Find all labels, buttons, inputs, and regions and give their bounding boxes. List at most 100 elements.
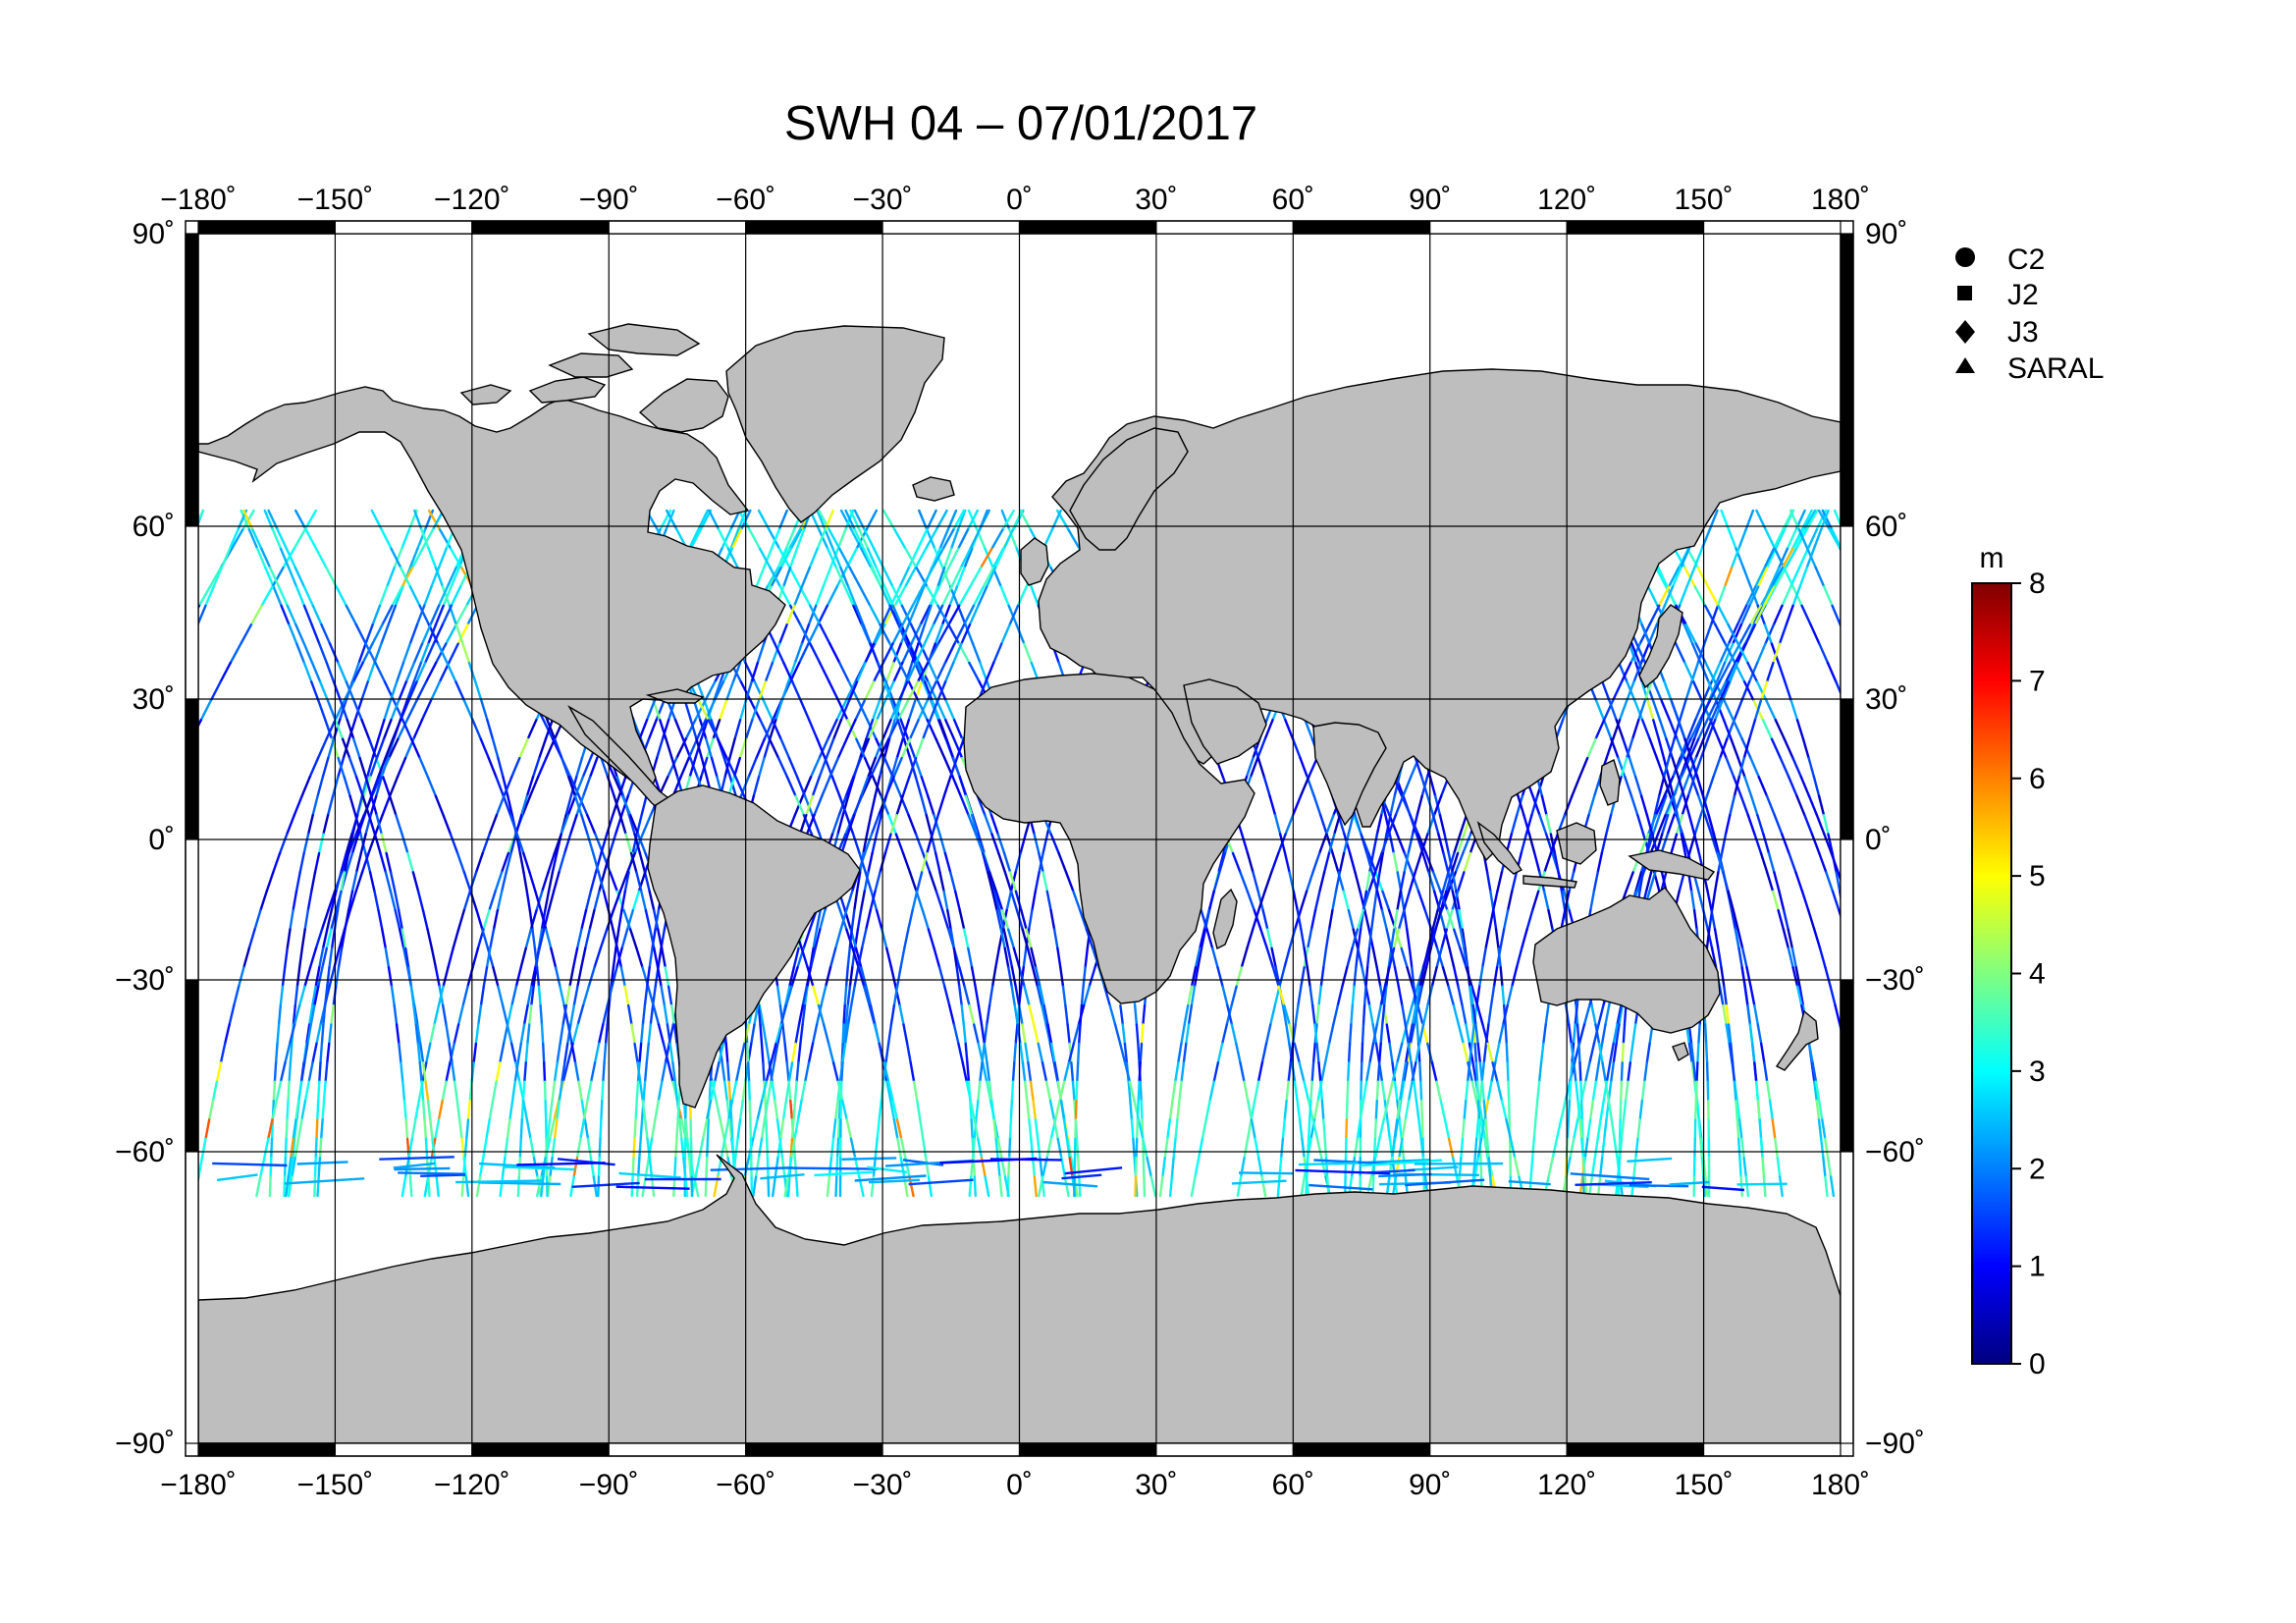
- track-segment: [1473, 1137, 1478, 1160]
- track-segment: [1831, 890, 1841, 912]
- track-segment: [1940, 1025, 1943, 1044]
- track-segment: [648, 947, 654, 969]
- track-segment: [719, 1118, 725, 1141]
- track-segment: [1723, 699, 1735, 722]
- track-segment: [1629, 1042, 1634, 1064]
- track-segment: [1283, 851, 1291, 874]
- track-segment: [1524, 814, 1533, 836]
- track-segment: [85, 815, 93, 834]
- track-segment: [858, 528, 870, 550]
- track-segment: [1667, 567, 1681, 588]
- track-segment: [1194, 1156, 1201, 1178]
- track-segment: [31, 967, 37, 986]
- track-segment: [936, 680, 947, 703]
- track-segment: [367, 737, 378, 760]
- track-segment: [1398, 1137, 1404, 1160]
- track-segment: [387, 966, 394, 988]
- track-segment: [757, 756, 766, 779]
- track-segment: [88, 1005, 91, 1024]
- track-segment: [1342, 890, 1351, 912]
- track-segment: [1008, 871, 1018, 893]
- track-segment: [987, 871, 994, 893]
- track-segment: [1876, 1044, 1880, 1062]
- track-segment: [770, 528, 780, 550]
- track-segment: [1889, 644, 1896, 663]
- track-segment: [936, 567, 946, 588]
- track-segment: [1393, 1080, 1399, 1103]
- track-segment: [0, 1101, 2, 1119]
- track-segment: [1600, 1137, 1606, 1160]
- track-segment: [779, 1003, 788, 1026]
- track-segment: [1800, 890, 1810, 912]
- track-segment: [1764, 528, 1777, 550]
- track-segment: [570, 1042, 577, 1064]
- track-segment: [404, 661, 416, 683]
- track-segment: [1418, 1061, 1422, 1083]
- track-segment: [953, 719, 964, 740]
- track-segment: [1370, 871, 1379, 893]
- track-segment: [24, 930, 28, 948]
- track-segment: [826, 585, 838, 608]
- track-segment: [508, 814, 518, 836]
- track-segment: [805, 794, 814, 817]
- track-segment: [1327, 909, 1334, 931]
- track-segment: [824, 528, 834, 550]
- track-segment: [1586, 1118, 1592, 1141]
- track-segment: [1812, 528, 1823, 550]
- track-segment: [1289, 1042, 1295, 1064]
- track-segment: [1435, 1080, 1443, 1103]
- track-segment: [1041, 1061, 1048, 1083]
- track-segment: [790, 1137, 796, 1160]
- track-segment: [79, 948, 80, 967]
- track-segment: [1348, 851, 1357, 874]
- track-segment: [1574, 1003, 1578, 1026]
- track-segment: [1698, 699, 1712, 722]
- track-segment: [800, 1080, 807, 1103]
- track-segment: [147, 644, 154, 663]
- map-area: [0, 233, 1964, 1444]
- track-segment: [1390, 928, 1396, 950]
- track-segment: [1005, 890, 1013, 912]
- track-segment: [219, 1042, 227, 1064]
- track-segment: [1411, 1003, 1417, 1026]
- track-segment: [427, 547, 438, 569]
- track-segment: [1408, 1023, 1415, 1046]
- track-segment: [1142, 1137, 1148, 1160]
- track-segment: [673, 1080, 679, 1103]
- track-segment: [1494, 1042, 1501, 1064]
- track-segment: [1059, 966, 1065, 988]
- track-segment: [1639, 794, 1649, 817]
- track-segment: [1754, 567, 1766, 588]
- track-segment: [927, 1175, 933, 1198]
- track-segment: [1385, 928, 1393, 950]
- track-segment: [1168, 1175, 1174, 1198]
- track-segment: [659, 719, 667, 740]
- track-segment: [380, 623, 390, 645]
- track-segment: [644, 1156, 651, 1178]
- track-segment: [916, 528, 929, 550]
- track-segment: [612, 947, 617, 969]
- track-segment: [1041, 1156, 1048, 1178]
- track-segment: [1551, 1137, 1559, 1160]
- track-segment: [1815, 814, 1826, 836]
- track-segment: [1264, 1023, 1272, 1046]
- track-segment: [631, 890, 641, 912]
- track-segment: [1300, 928, 1306, 950]
- track-segment: [408, 547, 419, 569]
- track-segment: [708, 1080, 712, 1103]
- track-segment: [566, 1023, 573, 1046]
- track-segment: [1962, 1101, 1964, 1119]
- track-segment: [1684, 623, 1698, 645]
- track-segment: [825, 966, 832, 988]
- track-segment: [673, 719, 685, 740]
- track-segment: [1919, 720, 1927, 738]
- track-segment: [1324, 928, 1331, 950]
- track-segment: [863, 833, 874, 855]
- track-segment: [434, 966, 441, 988]
- track-segment: [765, 1118, 769, 1141]
- track-segment: [652, 699, 662, 722]
- track-segment: [1797, 547, 1810, 569]
- track-segment: [387, 604, 398, 626]
- track-segment: [698, 1137, 705, 1160]
